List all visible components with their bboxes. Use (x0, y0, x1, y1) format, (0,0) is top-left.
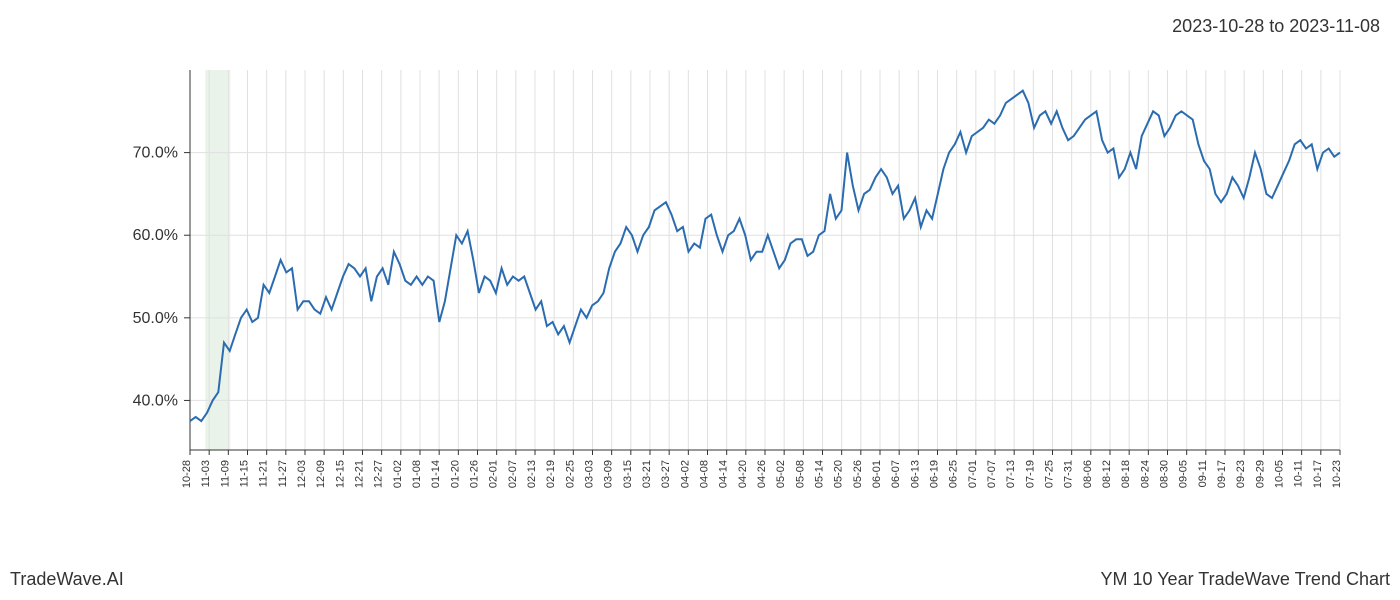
x-axis-tick-label: 03-27 (660, 460, 672, 488)
x-axis-tick-label: 09-17 (1216, 460, 1228, 488)
x-axis-tick-label: 11-09 (219, 460, 231, 487)
x-axis-tick-label: 12-03 (296, 460, 308, 488)
x-axis-tick-label: 03-03 (584, 460, 596, 488)
trend-chart: 40.0% 50.0% 60.0% 70.0% 10-28 11-03 11-09 11-15… (0, 50, 1400, 550)
x-axis-tick-label: 09-05 (1178, 460, 1190, 488)
x-axis-tick-label: 05-08 (794, 460, 806, 488)
chart-title: YM 10 Year TradeWave Trend Chart (1101, 569, 1391, 590)
x-axis-tick-label: 09-29 (1254, 460, 1266, 488)
x-axis-tick-label: 03-21 (641, 460, 653, 488)
x-axis-tick-label: 10-23 (1331, 460, 1343, 488)
x-axis-tick-label: 03-09 (603, 460, 615, 488)
x-axis-tick-label: 08-24 (1139, 460, 1151, 488)
x-axis-tick-label: 11-27 (277, 460, 289, 487)
x-axis-tick-label: 02-13 (526, 460, 538, 488)
y-axis-tick-label: 70.0% (133, 145, 178, 162)
x-axis-tick-label: 01-26 (469, 460, 481, 488)
x-axis-tick-label: 04-14 (718, 460, 730, 488)
x-axis-tick-label: 11-15 (239, 460, 251, 487)
x-axis-tick-label: 09-11 (1197, 460, 1209, 487)
x-axis-tick-label: 06-19 (929, 460, 941, 488)
x-axis-tick-label: 10-11 (1293, 460, 1305, 487)
x-axis-tick-label: 10-05 (1274, 460, 1286, 488)
x-axis-tick-label: 07-07 (986, 460, 998, 488)
x-axis-tick-label: 12-15 (334, 460, 346, 488)
x-axis-tick-label: 03-15 (622, 460, 634, 488)
x-axis-tick-label: 09-23 (1235, 460, 1247, 488)
brand-label: TradeWave.AI (10, 569, 124, 590)
x-axis-tick-label: 01-14 (430, 460, 442, 488)
x-axis-tick-label: 11-03 (200, 460, 212, 487)
x-axis-tick-label: 04-08 (699, 460, 711, 488)
x-axis-tick-label: 02-07 (507, 460, 519, 488)
x-axis-tick-label: 05-14 (814, 460, 826, 488)
x-axis-tick-label: 07-13 (1005, 460, 1017, 488)
x-axis-tick-label: 05-02 (775, 460, 787, 488)
x-axis-tick-label: 08-30 (1159, 460, 1171, 488)
x-axis-tick-label: 10-28 (181, 460, 193, 488)
x-axis-tick-label: 12-21 (354, 460, 366, 488)
x-axis-tick-label: 11-21 (258, 460, 270, 487)
x-axis-tick-label: 04-20 (737, 460, 749, 488)
x-axis-tick-label: 08-12 (1101, 460, 1113, 488)
x-axis-tick-label: 10-17 (1312, 460, 1324, 488)
x-axis-tick-label: 08-18 (1120, 460, 1132, 488)
x-axis-tick-label: 06-25 (948, 460, 960, 488)
x-axis-tick-label: 02-01 (488, 460, 500, 488)
x-axis-tick-label: 07-01 (967, 460, 979, 488)
x-axis-tick-label: 06-13 (909, 460, 921, 488)
x-axis-tick-label: 06-01 (871, 460, 883, 488)
x-axis-tick-label: 07-25 (1044, 460, 1056, 488)
x-axis-tick-label: 12-27 (373, 460, 385, 488)
date-range-label: 2023-10-28 to 2023-11-08 (1172, 16, 1380, 37)
y-axis-tick-label: 50.0% (133, 310, 178, 327)
y-axis-tick-label: 60.0% (133, 227, 178, 244)
x-axis-tick-label: 04-26 (756, 460, 768, 488)
x-axis-tick-label: 02-25 (564, 460, 576, 488)
x-axis-tick-label: 02-19 (545, 460, 557, 488)
x-axis-tick-label: 12-09 (315, 460, 327, 488)
x-axis-tick-label: 08-06 (1082, 460, 1094, 488)
x-axis-tick-label: 01-02 (392, 460, 404, 488)
x-axis-tick-label: 01-08 (411, 460, 423, 488)
y-axis-tick-label: 40.0% (133, 392, 178, 409)
x-axis-tick-label: 01-20 (449, 460, 461, 488)
x-axis-tick-label: 05-20 (833, 460, 845, 488)
x-axis-tick-label: 05-26 (852, 460, 864, 488)
x-axis-tick-label: 04-02 (679, 460, 691, 488)
x-axis-tick-label: 07-19 (1024, 460, 1036, 488)
x-axis-tick-label: 07-31 (1063, 460, 1075, 488)
x-axis-tick-label: 06-07 (890, 460, 902, 488)
